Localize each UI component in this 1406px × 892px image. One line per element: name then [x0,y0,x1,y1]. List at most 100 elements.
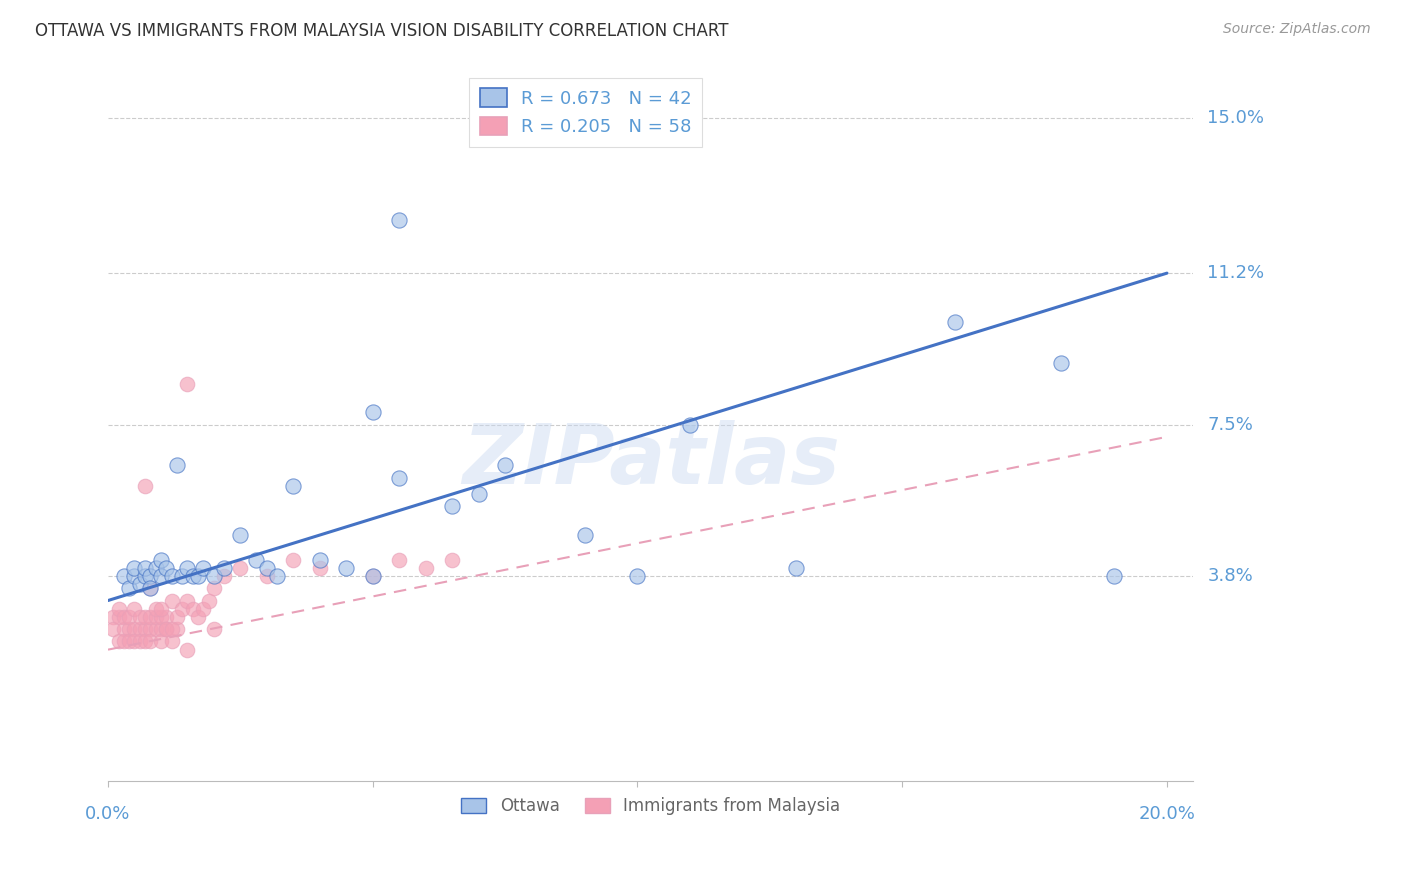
Point [139,581,162,595]
Point [155,622,177,636]
Point [107,610,129,624]
Point [229,561,252,575]
Point [103,622,125,636]
Point [134,569,156,583]
Point [124,634,146,648]
Point [785,561,807,575]
Point [160,634,183,648]
Text: 15.0%: 15.0% [1208,109,1264,127]
Point [214,561,236,575]
Point [112,569,135,583]
Point [193,601,215,615]
Point [256,561,278,575]
Point [112,622,135,636]
Point [176,561,198,575]
Point [266,569,288,583]
Point [187,569,209,583]
Point [441,552,464,566]
Point [124,622,146,636]
Point [145,610,167,624]
Point [128,622,150,636]
Point [134,561,156,575]
Point [139,622,162,636]
Point [128,610,150,624]
Point [166,610,188,624]
Point [134,634,156,648]
Point [202,569,225,583]
Point [145,601,167,615]
Point [155,610,177,624]
Point [149,569,172,583]
Point [626,569,648,583]
Point [155,561,177,575]
Point [1050,356,1073,370]
Point [256,569,278,583]
Point [283,479,305,493]
Text: 3.8%: 3.8% [1208,567,1253,585]
Point [361,405,384,419]
Point [441,500,464,514]
Point [943,315,966,329]
Point [308,561,330,575]
Point [124,561,146,575]
Point [160,569,183,583]
Point [160,622,183,636]
Text: ZIPatlas: ZIPatlas [461,419,839,500]
Point [118,610,141,624]
Point [149,634,172,648]
Point [149,622,172,636]
Point [134,622,156,636]
Point [166,458,188,473]
Text: 0.0%: 0.0% [86,805,131,823]
Point [361,569,384,583]
Point [193,561,215,575]
Point [176,642,198,657]
Point [229,528,252,542]
Point [187,610,209,624]
Point [181,601,204,615]
Point [107,601,129,615]
Point [128,634,150,648]
Point [202,622,225,636]
Point [118,634,141,648]
Point [145,561,167,575]
Point [176,593,198,607]
Point [415,561,437,575]
Point [112,634,135,648]
Point [214,569,236,583]
Point [388,213,411,227]
Point [118,581,141,595]
Point [149,601,172,615]
Point [245,552,267,566]
Point [166,622,188,636]
Point [679,417,702,432]
Point [388,471,411,485]
Point [118,622,141,636]
Point [128,577,150,591]
Point [107,634,129,648]
Point [124,569,146,583]
Point [308,552,330,566]
Point [197,593,219,607]
Point [139,581,162,595]
Point [361,569,384,583]
Point [149,610,172,624]
Text: Source: ZipAtlas.com: Source: ZipAtlas.com [1223,22,1371,37]
Point [335,561,357,575]
Point [103,610,125,624]
Point [202,581,225,595]
Point [283,552,305,566]
Point [160,593,183,607]
Point [574,528,596,542]
Point [139,569,162,583]
Text: 20.0%: 20.0% [1139,805,1195,823]
Legend: Ottawa, Immigrants from Malaysia: Ottawa, Immigrants from Malaysia [454,791,846,822]
Text: 7.5%: 7.5% [1208,416,1253,434]
Point [139,634,162,648]
Point [1102,569,1125,583]
Point [155,622,177,636]
Point [494,458,516,473]
Point [172,569,194,583]
Point [134,610,156,624]
Point [145,622,167,636]
